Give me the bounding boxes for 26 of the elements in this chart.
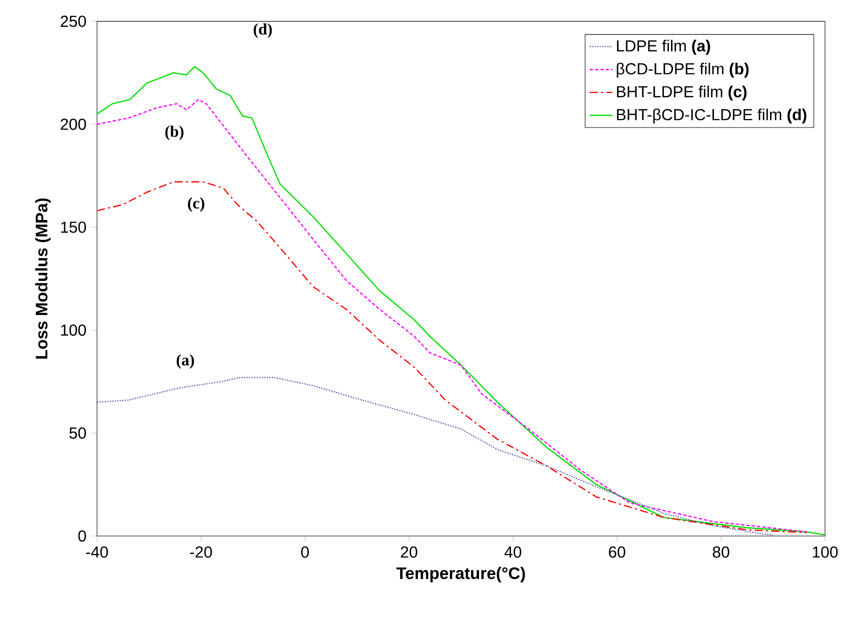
annotation: (d) bbox=[254, 23, 272, 38]
legend-label: BHT-βCD-IC-LDPE film (d) bbox=[617, 108, 806, 124]
y-tick-label: 50 bbox=[69, 427, 86, 439]
x-tick-label: 80 bbox=[712, 546, 730, 558]
x-tick-label: 100 bbox=[812, 546, 838, 558]
y-tick-label: 250 bbox=[60, 16, 86, 27]
x-tick-label: 60 bbox=[608, 546, 626, 558]
legend-label: LDPE film (a) bbox=[617, 40, 710, 55]
x-tick-label: 20 bbox=[400, 546, 418, 558]
line-series bbox=[97, 181, 808, 534]
y-tick-label: 0 bbox=[78, 530, 86, 542]
legend-label: BHT-LDPE film (c) bbox=[617, 86, 747, 101]
annotation: (a) bbox=[176, 354, 194, 369]
x-tick-label: 40 bbox=[504, 546, 522, 558]
annotation: (c) bbox=[188, 197, 204, 212]
x-axis-title: Temperature(°C) bbox=[396, 566, 525, 582]
line-series bbox=[97, 376, 774, 536]
y-tick-label: 100 bbox=[61, 324, 86, 336]
y-tick-label: 200 bbox=[60, 118, 86, 130]
legend-label: βCD-LDPE film (b) bbox=[616, 62, 749, 78]
y-tick-label: 150 bbox=[61, 222, 86, 233]
x-tick-label: -20 bbox=[190, 546, 212, 558]
x-tick-label: -40 bbox=[86, 546, 108, 558]
x-tick-label: 0 bbox=[301, 546, 309, 558]
y-axis-title: Loss Modulus (MPa) bbox=[35, 198, 51, 359]
annotation: (b) bbox=[165, 126, 184, 140]
